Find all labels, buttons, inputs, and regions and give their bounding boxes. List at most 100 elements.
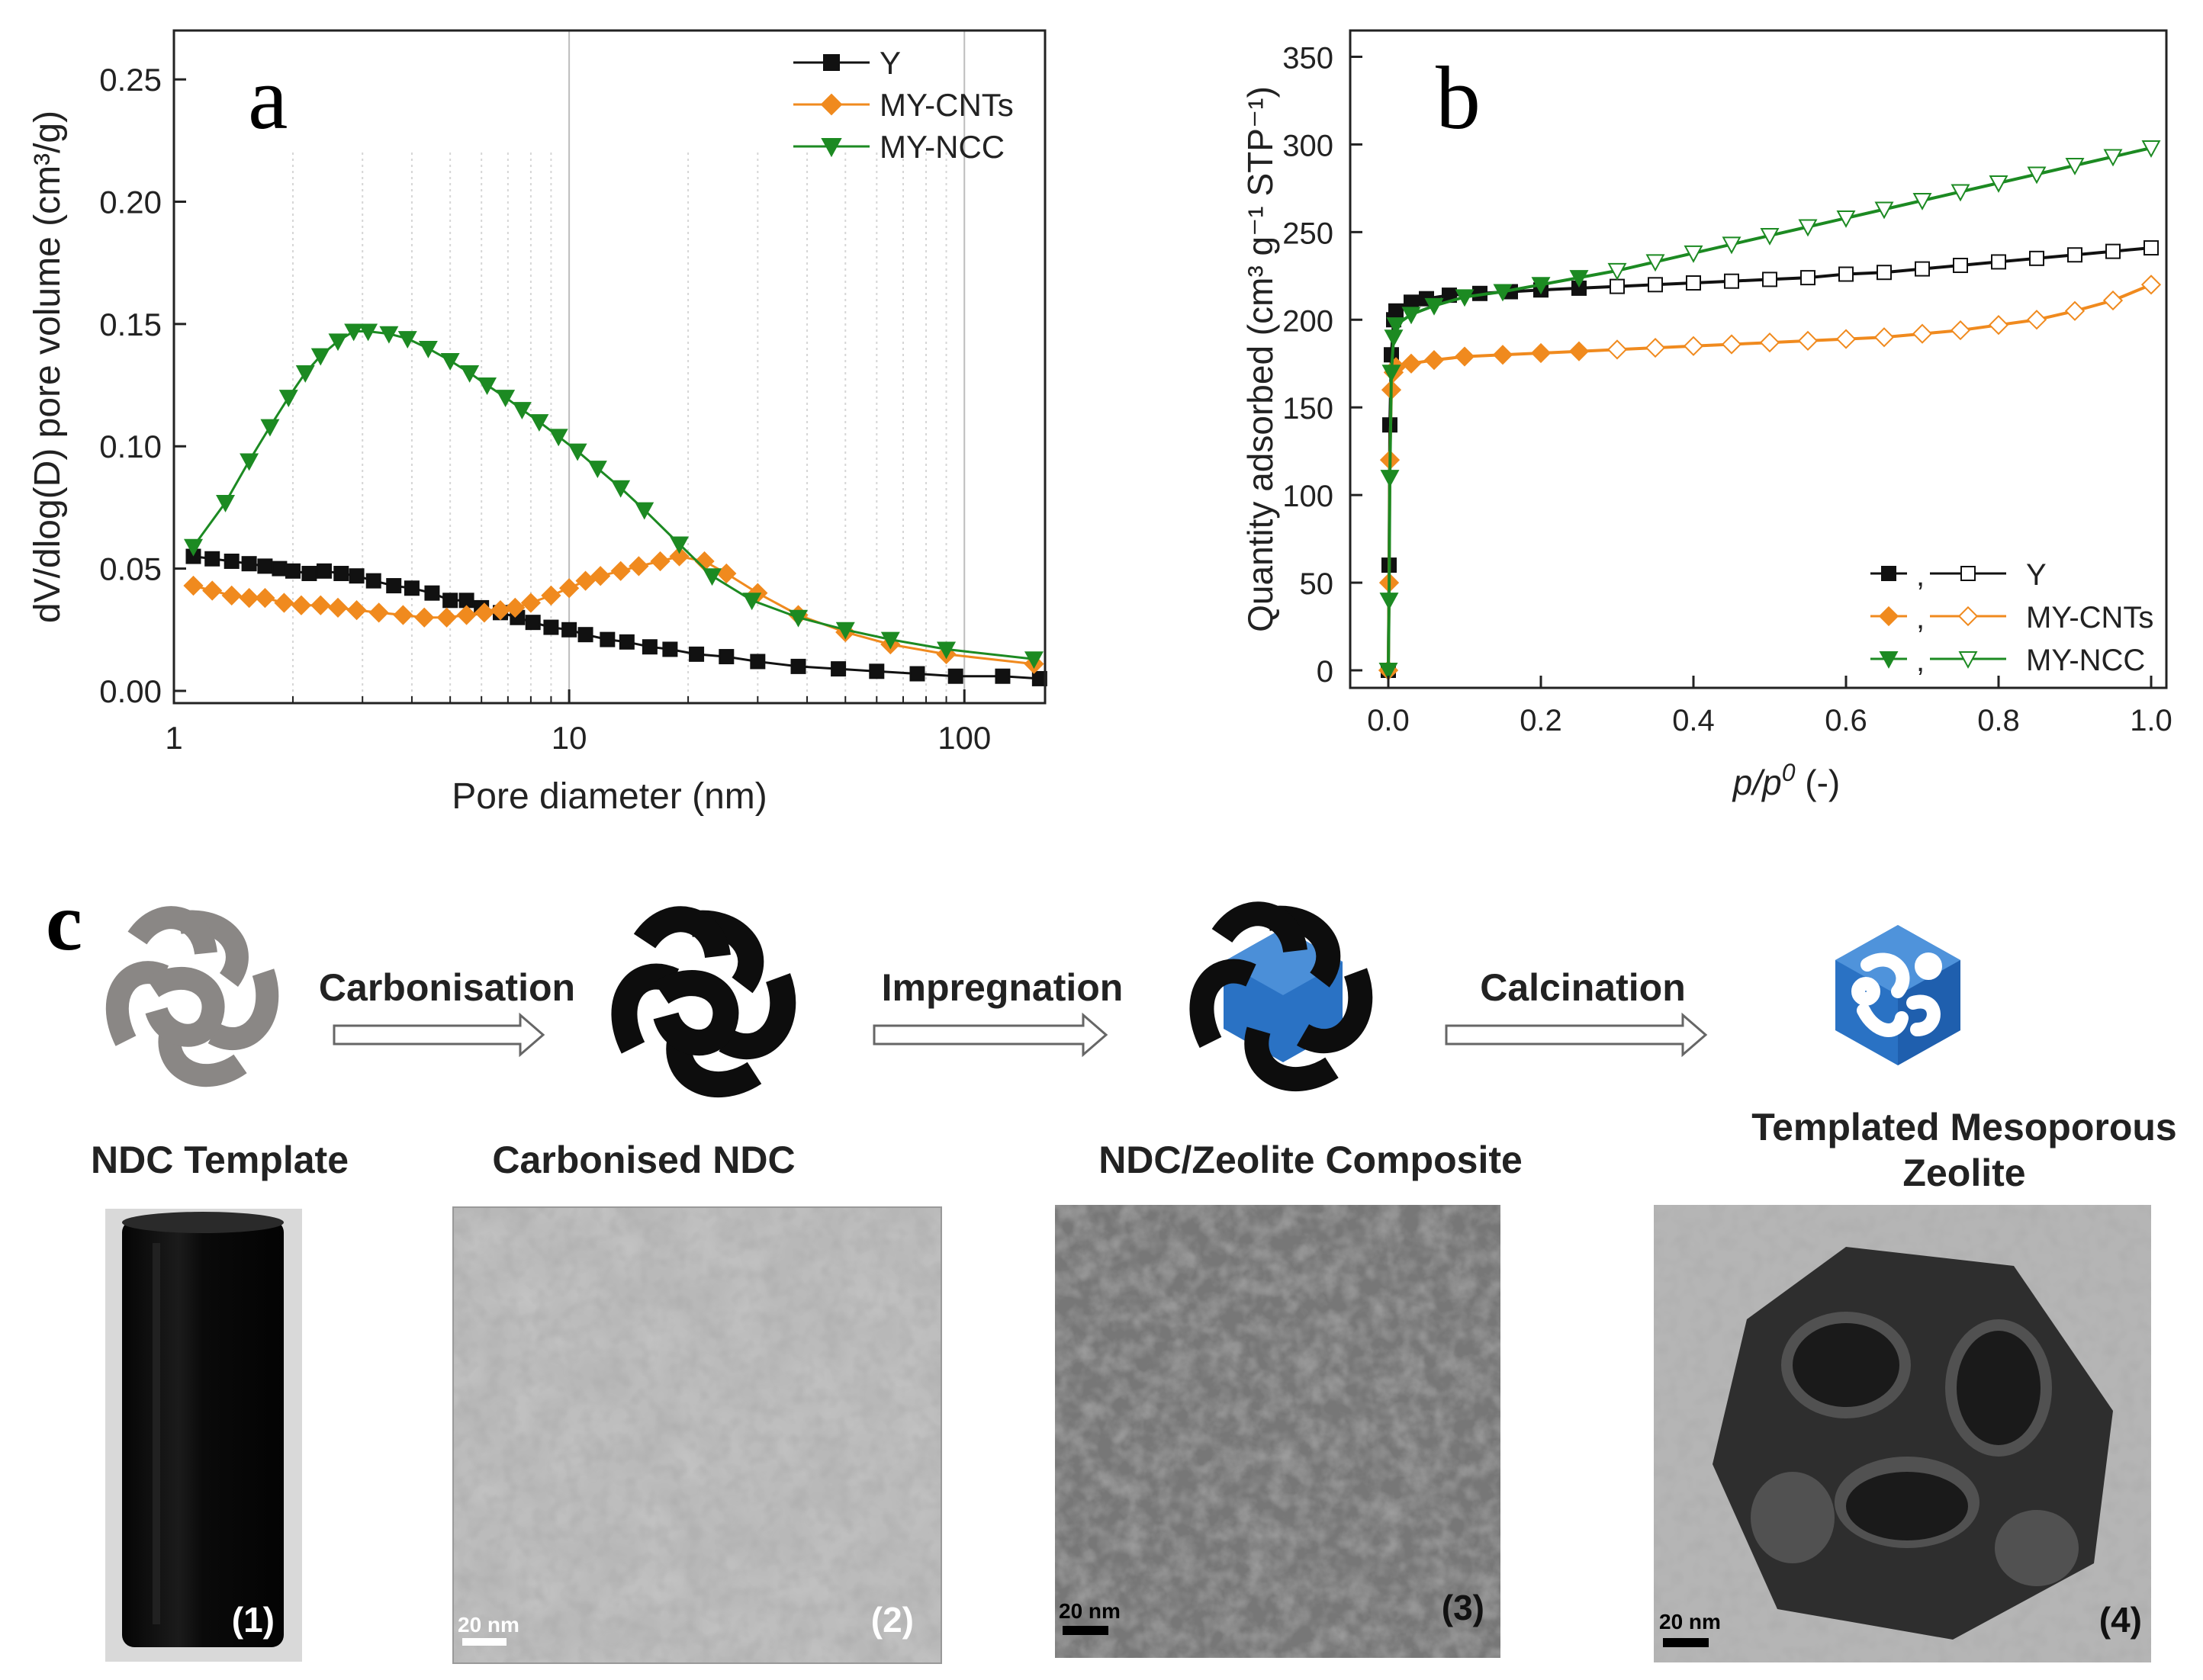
data-point [600, 631, 616, 647]
data-point [1724, 273, 1739, 289]
x-tick-label: 0.8 [1977, 704, 2020, 737]
data-point [520, 593, 542, 613]
data-point [285, 563, 301, 579]
data-point [2027, 166, 2047, 185]
data-point [1568, 341, 1590, 361]
data-point [241, 556, 257, 572]
y-tick-label: 250 [1282, 217, 1333, 250]
data-point [1686, 275, 1701, 291]
data-point [662, 641, 678, 657]
legend-label: Y [880, 45, 901, 81]
chart-a-x-axis-label: Pore diameter (nm) [452, 776, 767, 817]
series-my-ncc [1378, 140, 2161, 680]
data-point [2029, 250, 2044, 266]
data-point [278, 390, 298, 407]
data-point [831, 661, 847, 677]
y-tick-label: 100 [1282, 480, 1333, 513]
data-point [397, 331, 417, 349]
mesoporous-zeolite-icon [1835, 925, 1960, 1065]
scale-bar [1063, 1626, 1108, 1635]
x-tick-label: 0.6 [1825, 704, 1867, 737]
data-point [543, 619, 559, 635]
data-point [379, 326, 399, 344]
legend-marker [820, 93, 843, 116]
series-my-cnts [183, 546, 1044, 674]
data-point [1953, 258, 1968, 274]
data-point [349, 568, 365, 584]
data-point [1683, 336, 1704, 356]
legend-marker-filled [1878, 606, 1899, 627]
data-point [947, 668, 963, 684]
y-tick-label: 0.05 [99, 551, 162, 587]
data-point [1379, 593, 1399, 610]
legend-item-y: Y [793, 45, 901, 81]
series-my-cnts [1378, 275, 2162, 681]
chart-b-legend: , Y, MY-CNTs, MY-NCC [1870, 558, 2153, 678]
data-point [333, 566, 349, 582]
scale-bar [462, 1638, 507, 1646]
data-point [689, 646, 705, 662]
data-point [1530, 342, 1552, 364]
data-point [260, 419, 280, 437]
data-point [995, 668, 1011, 684]
data-point [909, 666, 925, 682]
data-point [1800, 270, 1815, 286]
series-line [1387, 146, 2152, 671]
step-carbonisation: Carbonisation [319, 966, 575, 1058]
legend-marker-hollow [1957, 606, 1979, 627]
arrow-right-icon [1445, 1012, 1708, 1058]
data-point [440, 352, 460, 371]
data-point [327, 597, 349, 618]
photo-1-label: (1) [232, 1600, 275, 1640]
data-point [1912, 323, 1933, 344]
data-point [368, 602, 389, 623]
chart-b-frame [1349, 29, 2168, 689]
data-point [456, 605, 477, 625]
data-point [590, 566, 611, 586]
data-point [1721, 334, 1742, 355]
legend-item-my-ncc: , MY-NCC [1870, 644, 2145, 678]
data-point [328, 333, 348, 352]
y-tick-label: 0.25 [99, 62, 162, 98]
data-point [835, 622, 855, 640]
data-point [418, 340, 438, 358]
data-point [291, 595, 312, 615]
data-point [1455, 289, 1475, 307]
data-point [2065, 157, 2085, 175]
x-tick-label: 1.0 [2130, 704, 2172, 737]
photo-2-label: (2) [871, 1600, 914, 1640]
data-point [2105, 243, 2121, 259]
data-point [1760, 227, 1780, 246]
data-point [1384, 329, 1404, 348]
data-point [619, 634, 635, 650]
data-point [301, 566, 317, 582]
data-point [577, 627, 593, 643]
data-point [635, 502, 654, 520]
schematic-c: c [46, 877, 2177, 1664]
data-point [529, 414, 549, 432]
data-point [1531, 277, 1551, 295]
data-point [202, 580, 223, 601]
caption-ndc-zeolite-composite: NDC/Zeolite Composite [1098, 1139, 1523, 1181]
data-point [424, 585, 440, 601]
data-point [1684, 245, 1703, 263]
chart-a-frame [172, 29, 1047, 705]
data-point [344, 323, 364, 342]
x-tick-label: 0.4 [1672, 704, 1715, 737]
data-point [2102, 290, 2124, 311]
data-point [1912, 192, 1932, 210]
data-point [716, 563, 737, 584]
data-point [1648, 277, 1663, 293]
legend-label: MY-NCC [880, 129, 1005, 165]
data-point [1381, 365, 1401, 383]
chart-b-y-axis-label: Quantity adsorbed (cm³ g⁻¹ STP⁻¹) [1240, 86, 1280, 632]
data-point [1991, 254, 2006, 270]
photo-2-scale-label: 20 nm [458, 1613, 519, 1637]
data-point [274, 593, 294, 613]
data-point [2103, 149, 2123, 167]
data-point [789, 609, 809, 628]
data-point [365, 573, 381, 589]
data-point [224, 553, 240, 569]
data-point [650, 551, 671, 572]
